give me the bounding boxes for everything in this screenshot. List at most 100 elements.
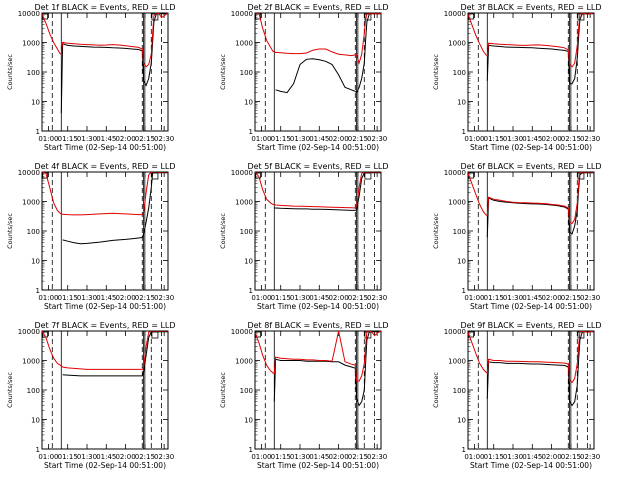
x-tick-label: 01:30 <box>290 135 310 143</box>
detector-panel-6: Det 6f BLACK = Events, RED = LLD 1 10 100 10… <box>432 162 602 311</box>
x-tick-label: 02:00 <box>328 135 348 143</box>
y-tick-label: 100 <box>453 228 466 236</box>
y-tick-label: 1 <box>462 128 466 136</box>
x-tick-label: 01:45 <box>96 135 116 143</box>
y-tick-label: 100 <box>453 69 466 77</box>
x-tick-label: 02:15 <box>561 294 581 302</box>
x-tick-label: 01:30 <box>77 453 97 461</box>
y-tick-label: 10 <box>457 99 466 107</box>
y-tick-label: 10000 <box>231 10 253 18</box>
x-axis-title: Start Time (02-Sep-14 00:51:00) <box>470 302 592 311</box>
y-tick-label: 1 <box>36 128 40 136</box>
x-tick-label: 02:15 <box>348 453 368 461</box>
x-tick-label: 02:15 <box>561 453 581 461</box>
x-axis-title: Start Time (02-Sep-14 00:51:00) <box>470 461 592 470</box>
y-tick-label: 10 <box>244 417 253 425</box>
x-tick-label: 02:00 <box>541 135 561 143</box>
x-tick-label: 01:45 <box>522 135 542 143</box>
y-tick-label: 10 <box>457 258 466 266</box>
y-tick-label: 1000 <box>22 358 40 366</box>
y-axis-title: Counts/sec <box>219 372 227 408</box>
x-tick-label: 02:30 <box>367 453 387 461</box>
x-tick-label: 01:00 <box>464 135 484 143</box>
x-tick-label: 01:00 <box>38 453 58 461</box>
y-axis-title: Counts/sec <box>219 54 227 90</box>
y-tick-label: 1000 <box>448 40 466 48</box>
y-tick-label: 10 <box>31 99 40 107</box>
y-tick-label: 100 <box>27 387 40 395</box>
lld-series-line <box>468 172 594 225</box>
y-axis-title: Counts/sec <box>6 372 14 408</box>
events-series-line <box>486 331 594 407</box>
lld-series-line <box>255 13 381 65</box>
x-tick-label: 01:15 <box>271 453 291 461</box>
y-tick-label: 10 <box>31 417 40 425</box>
x-tick-label: 01:30 <box>77 135 97 143</box>
y-tick-label: 10000 <box>231 328 253 336</box>
y-tick-label: 10000 <box>18 169 40 177</box>
x-tick-label: 01:45 <box>96 294 116 302</box>
x-tick-label: 01:30 <box>290 294 310 302</box>
x-tick-label: 02:00 <box>328 453 348 461</box>
x-tick-label: 01:45 <box>309 135 329 143</box>
marker-square <box>151 331 159 339</box>
lld-series-line <box>255 331 381 382</box>
x-tick-label: 02:15 <box>135 294 155 302</box>
y-axis-title: Counts/sec <box>432 372 440 408</box>
events-series-line <box>274 172 381 211</box>
x-tick-label: 02:30 <box>580 453 600 461</box>
y-tick-label: 1000 <box>235 40 253 48</box>
marker-square <box>577 172 585 180</box>
x-axis-title: Start Time (02-Sep-14 00:51:00) <box>257 143 379 152</box>
events-series-line <box>273 331 381 407</box>
x-tick-label: 02:15 <box>348 135 368 143</box>
y-tick-label: 1 <box>462 446 466 454</box>
marker-square <box>255 172 262 179</box>
x-tick-label: 01:45 <box>309 294 329 302</box>
y-tick-label: 100 <box>240 387 253 395</box>
y-tick-label: 1000 <box>448 199 466 207</box>
panel-title: Det 9f BLACK = Events, RED = LLD <box>460 321 601 330</box>
x-tick-label: 01:00 <box>464 453 484 461</box>
x-tick-label: 01:15 <box>271 135 291 143</box>
lld-series-line <box>468 331 594 384</box>
x-tick-label: 01:00 <box>38 294 58 302</box>
y-tick-label: 10 <box>244 99 253 107</box>
y-tick-label: 1 <box>462 287 466 295</box>
x-tick-label: 01:45 <box>522 294 542 302</box>
lld-series-line <box>255 172 381 209</box>
x-tick-label: 01:15 <box>484 453 504 461</box>
x-tick-label: 02:00 <box>115 453 135 461</box>
detector-panel-2: Det 2f BLACK = Events, RED = LLD 1 10 100 10… <box>219 3 389 152</box>
panel-title: Det 6f BLACK = Events, RED = LLD <box>460 162 601 171</box>
panel-title: Det 8f BLACK = Events, RED = LLD <box>247 321 388 330</box>
x-tick-label: 02:00 <box>328 294 348 302</box>
x-tick-label: 01:00 <box>38 135 58 143</box>
y-tick-label: 1000 <box>448 358 466 366</box>
y-axis-title: Counts/sec <box>432 54 440 90</box>
y-tick-label: 100 <box>453 387 466 395</box>
y-tick-label: 1000 <box>235 358 253 366</box>
x-tick-label: 01:00 <box>251 294 271 302</box>
x-tick-label: 02:30 <box>580 135 600 143</box>
y-tick-label: 10 <box>31 258 40 266</box>
detector-panel-9: Det 9f BLACK = Events, RED = LLD 1 10 100 10… <box>432 321 602 470</box>
x-axis-title: Start Time (02-Sep-14 00:51:00) <box>470 143 592 152</box>
detector-panel-3: Det 3f BLACK = Events, RED = LLD 1 10 100 10… <box>432 3 602 152</box>
x-tick-label: 02:30 <box>154 453 174 461</box>
y-axis-title: Counts/sec <box>6 54 14 90</box>
panel-title: Det 3f BLACK = Events, RED = LLD <box>460 3 601 12</box>
y-tick-label: 10000 <box>18 10 40 18</box>
x-tick-label: 01:30 <box>77 294 97 302</box>
lld-series-line <box>468 13 594 68</box>
x-tick-label: 01:00 <box>251 135 271 143</box>
x-axis-title: Start Time (02-Sep-14 00:51:00) <box>44 302 166 311</box>
marker-square <box>255 13 262 20</box>
lld-series-line <box>42 172 168 216</box>
x-tick-label: 01:00 <box>464 294 484 302</box>
x-tick-label: 02:00 <box>541 453 561 461</box>
x-tick-label: 01:45 <box>522 453 542 461</box>
events-series-line <box>486 172 594 238</box>
y-tick-label: 100 <box>240 228 253 236</box>
x-tick-label: 02:15 <box>135 453 155 461</box>
